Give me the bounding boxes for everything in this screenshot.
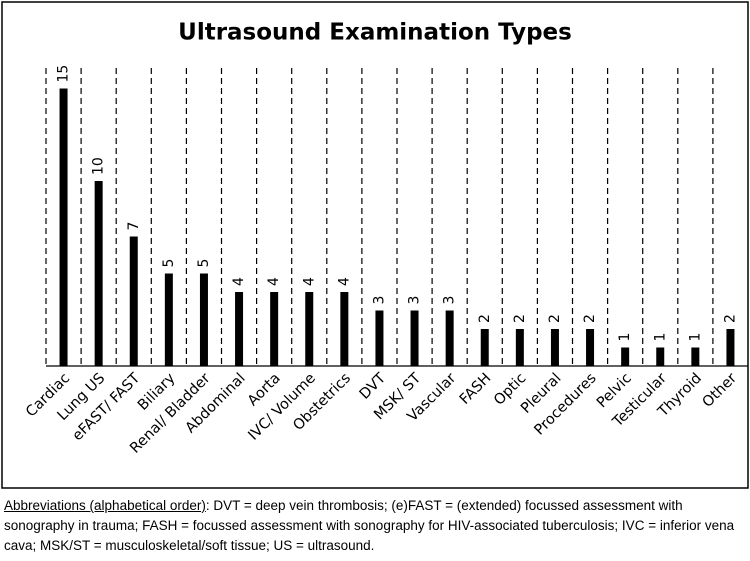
value-label: 2 (547, 314, 563, 323)
bar (480, 329, 489, 366)
value-label: 1 (687, 333, 703, 342)
value-label: 3 (442, 296, 458, 305)
x-tick-label: FASH (457, 370, 495, 408)
value-label: 2 (477, 314, 493, 323)
caption-text: : DVT = deep vein thrombosis; (e)FAST = … (4, 498, 735, 553)
chart-title: Ultrasound Examination Types (178, 20, 572, 46)
chart: Ultrasound Examination Types 15Cardiac10… (1, 1, 749, 489)
value-label: 15 (56, 65, 72, 83)
bar (550, 329, 559, 366)
bar (129, 236, 138, 366)
value-label: 4 (266, 277, 282, 286)
caption: Abbreviations (alphabetical order): DVT … (4, 496, 744, 556)
bar (199, 273, 208, 366)
value-label: 7 (126, 222, 142, 231)
bar (515, 329, 524, 366)
value-label: 2 (582, 314, 598, 323)
value-label: 4 (231, 277, 247, 286)
bar (586, 329, 595, 366)
x-tick-label: Other (700, 370, 740, 410)
chart-frame (1, 1, 749, 489)
bar (305, 292, 314, 366)
value-label: 4 (336, 277, 352, 286)
bar (726, 329, 735, 366)
bar (445, 310, 454, 366)
value-label: 1 (617, 333, 633, 342)
bar (691, 347, 700, 366)
bar (59, 88, 68, 366)
bar (621, 347, 630, 366)
value-label: 3 (371, 296, 387, 305)
bar (375, 310, 384, 366)
value-label: 10 (91, 157, 107, 175)
bar (235, 292, 244, 366)
value-label: 5 (161, 259, 177, 268)
bar (410, 310, 419, 366)
bar (340, 292, 349, 366)
value-label: 3 (407, 296, 423, 305)
bar (94, 181, 103, 366)
value-label: 1 (652, 333, 668, 342)
value-label: 5 (196, 259, 212, 268)
bar (164, 273, 173, 366)
value-label: 2 (512, 314, 528, 323)
bar (270, 292, 279, 366)
value-label: 2 (722, 314, 738, 323)
caption-label: Abbreviations (alphabetical order) (4, 498, 206, 513)
value-label: 4 (301, 277, 317, 286)
bar (656, 347, 665, 366)
